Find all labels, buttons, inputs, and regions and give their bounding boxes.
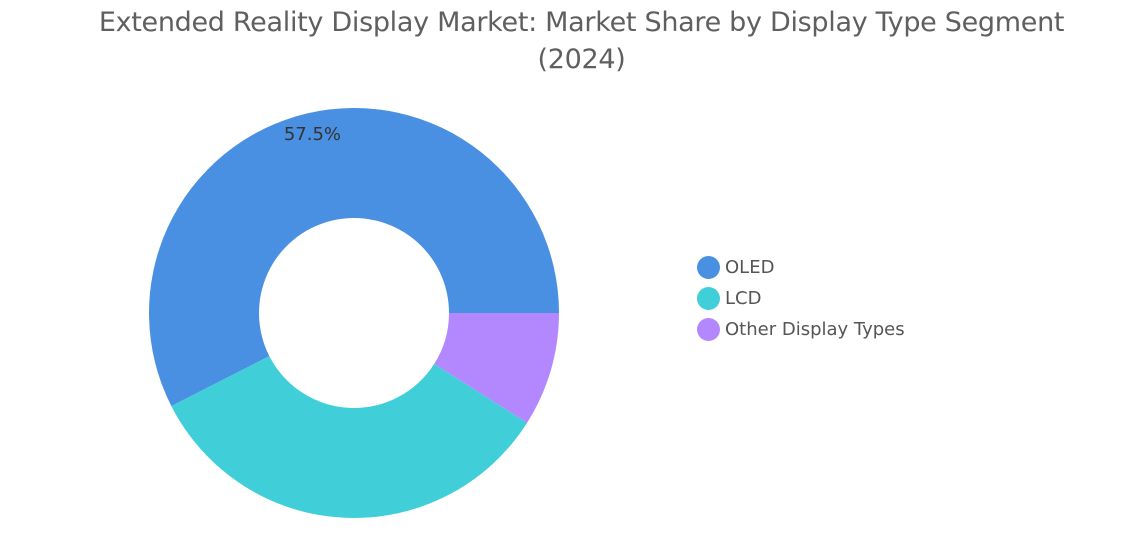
chart-title: Extended Reality Display Market: Market … (0, 4, 1143, 78)
donut-slice-oled[interactable] (149, 108, 559, 407)
legend-swatch (697, 318, 720, 341)
donut-slice-lcd[interactable] (171, 356, 528, 518)
donut-slice-other-display-types[interactable] (434, 313, 559, 423)
legend-label: LCD (725, 288, 762, 309)
legend-item-oled[interactable]: OLED (697, 252, 905, 283)
legend-label: OLED (725, 257, 775, 278)
legend-item-lcd[interactable]: LCD (697, 283, 905, 314)
legend-swatch (697, 256, 720, 279)
chart-title-text: Extended Reality Display Market: Market … (98, 7, 1065, 38)
data-label-oled: 57.5% (284, 124, 341, 145)
chart-subtitle-text: (2024) (537, 44, 626, 75)
legend-item-other-display-types[interactable]: Other Display Types (697, 314, 905, 345)
chart-legend: OLED LCD Other Display Types (697, 252, 905, 345)
legend-label: Other Display Types (725, 319, 905, 340)
legend-swatch (697, 287, 720, 310)
